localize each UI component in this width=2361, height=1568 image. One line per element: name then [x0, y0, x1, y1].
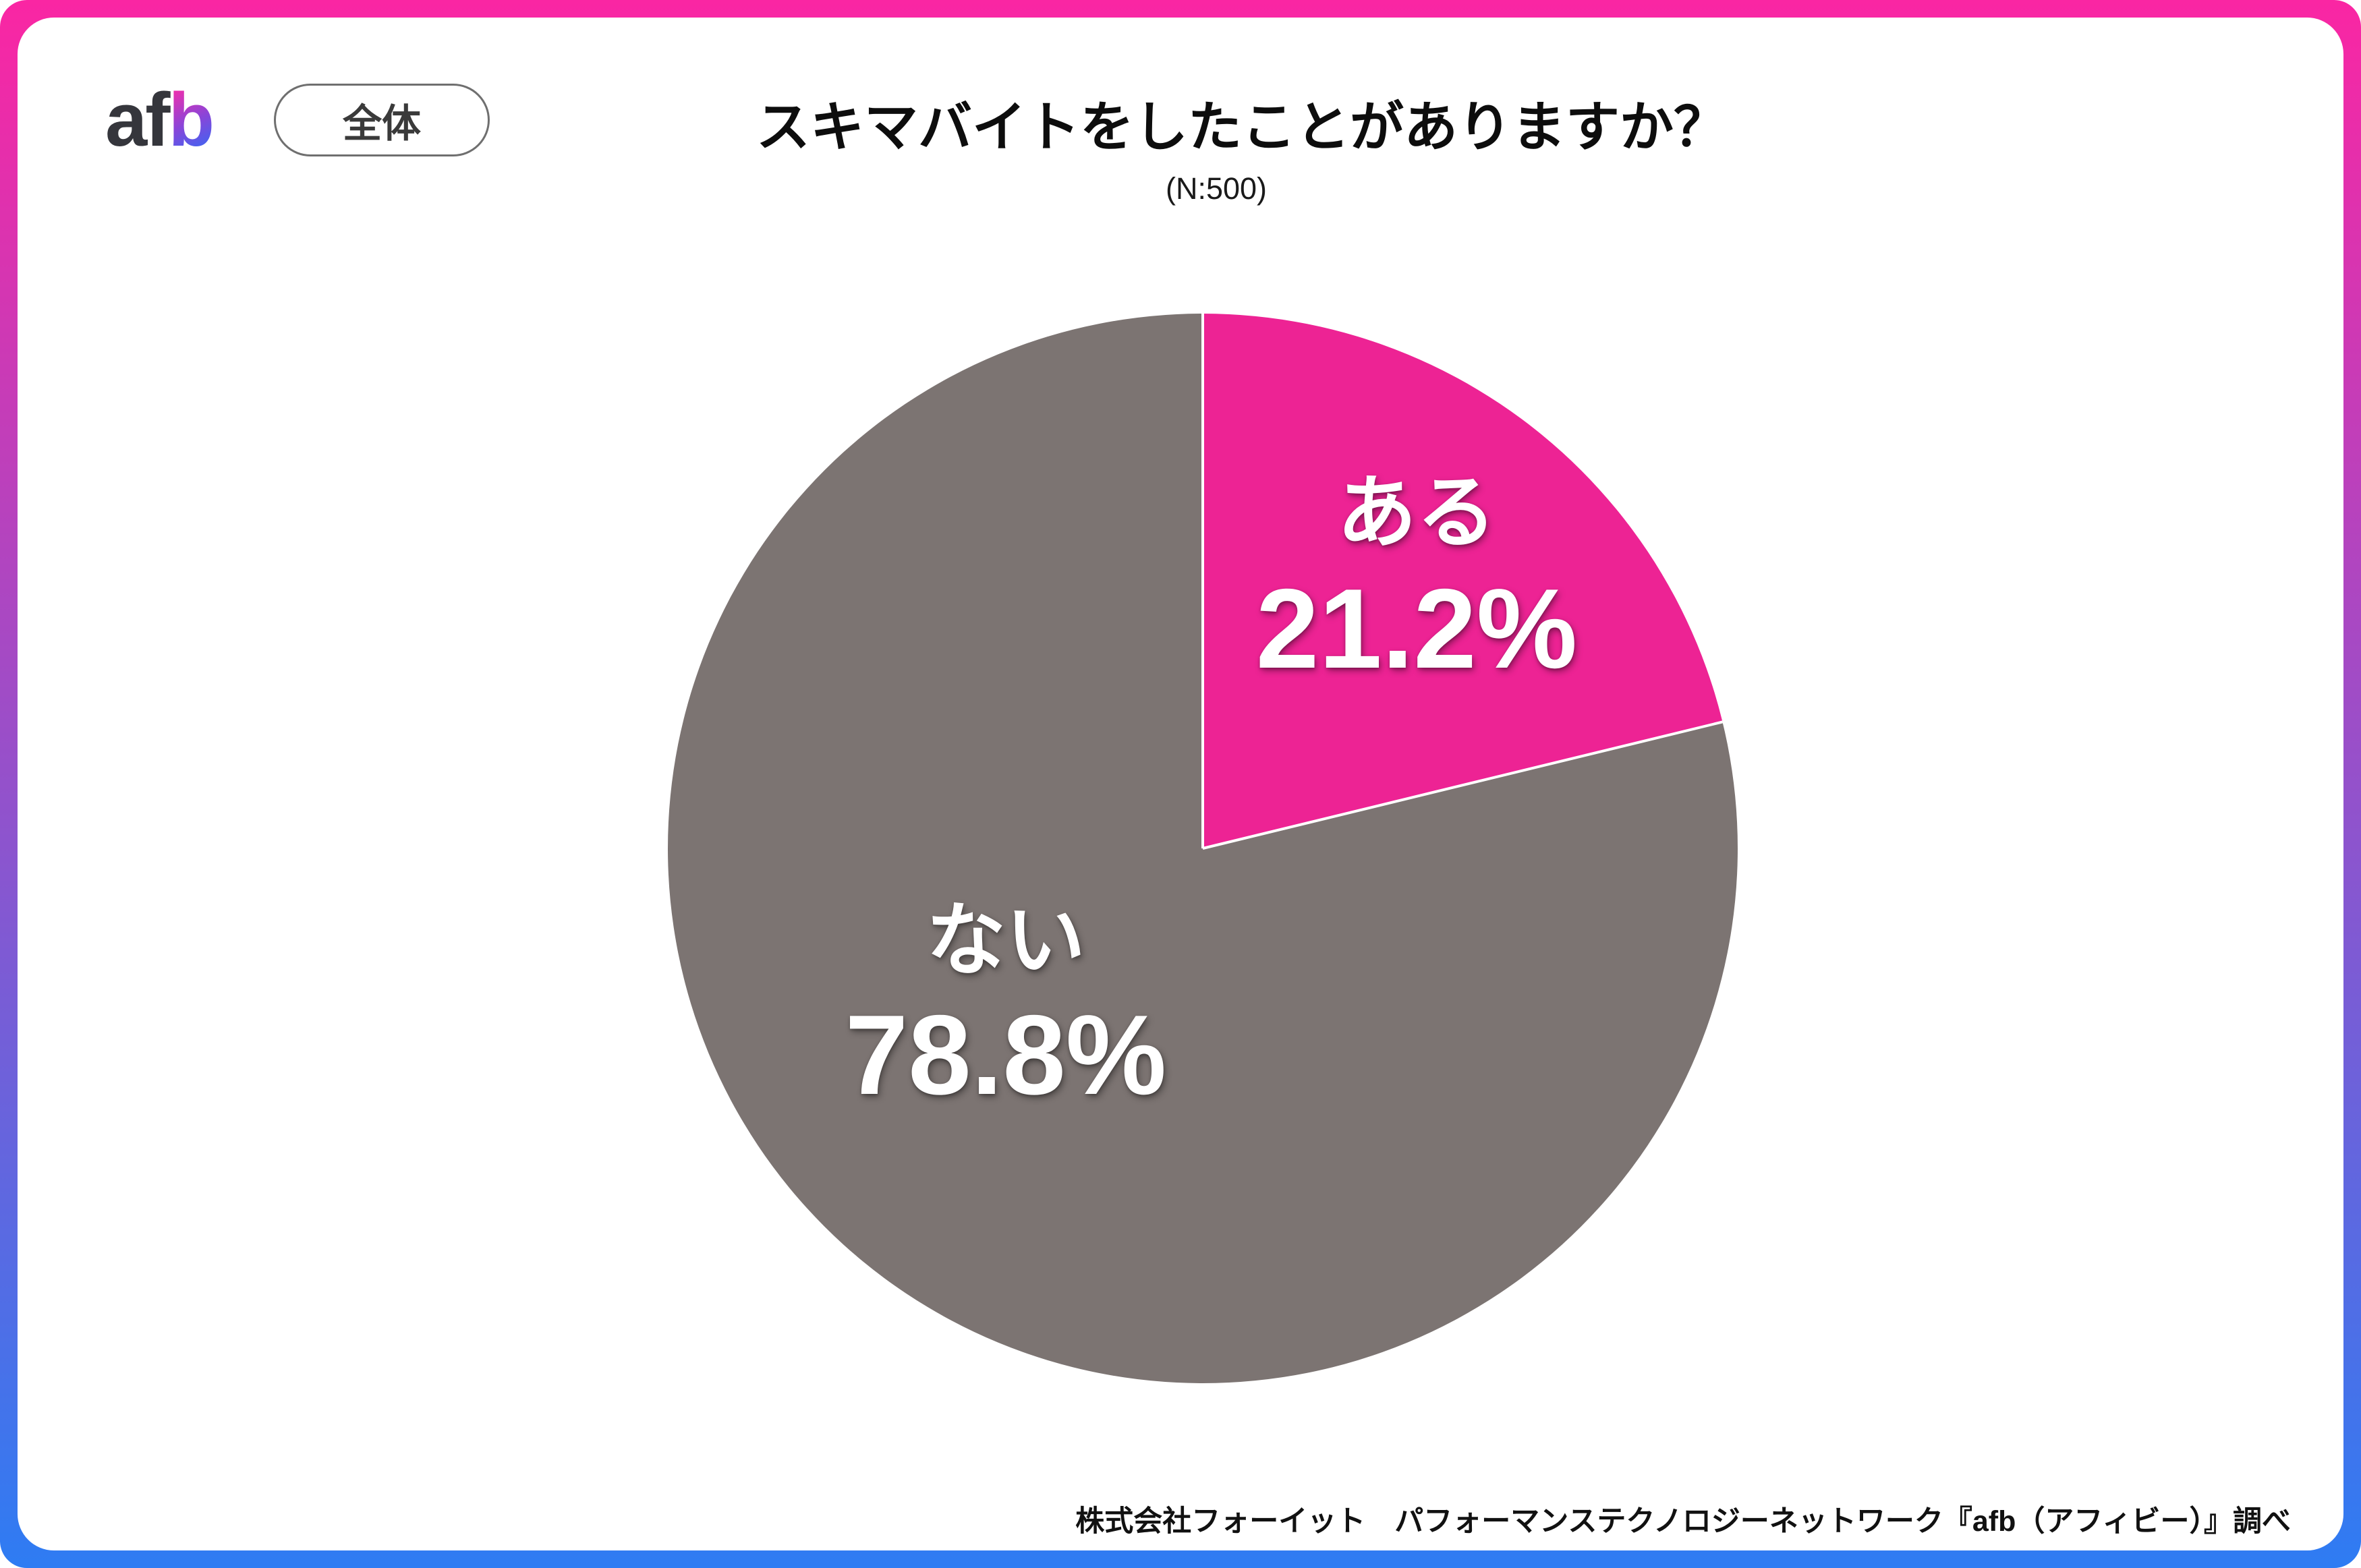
logo-text-dark: af [105, 78, 171, 162]
scope-badge-label: 全体 [342, 102, 421, 146]
sample-size: (N:500) [1165, 171, 1268, 206]
slice-label-aru: ある [1336, 469, 1497, 558]
scope-badge: 全体 [274, 84, 490, 156]
slice-separator-start [1201, 314, 1204, 848]
afb-logo: afb [105, 82, 215, 158]
card: afb 全体 スキマバイトをしたことがありますか？ (N:500) ある 21.… [18, 18, 2343, 1550]
slice-label-nai: ない [926, 896, 1086, 985]
logo-text-gradient: b [168, 78, 215, 162]
attribution: 株式会社フォーイット パフォーマンステクノロジーネットワーク『afb（アフィビー… [1075, 1505, 2291, 1538]
slice-percent-aru: 21.2% [1255, 565, 1578, 692]
chart-title: スキマバイトをしたことがありますか？ [756, 97, 1728, 157]
slice-percent-nai: 78.8% [845, 991, 1167, 1118]
